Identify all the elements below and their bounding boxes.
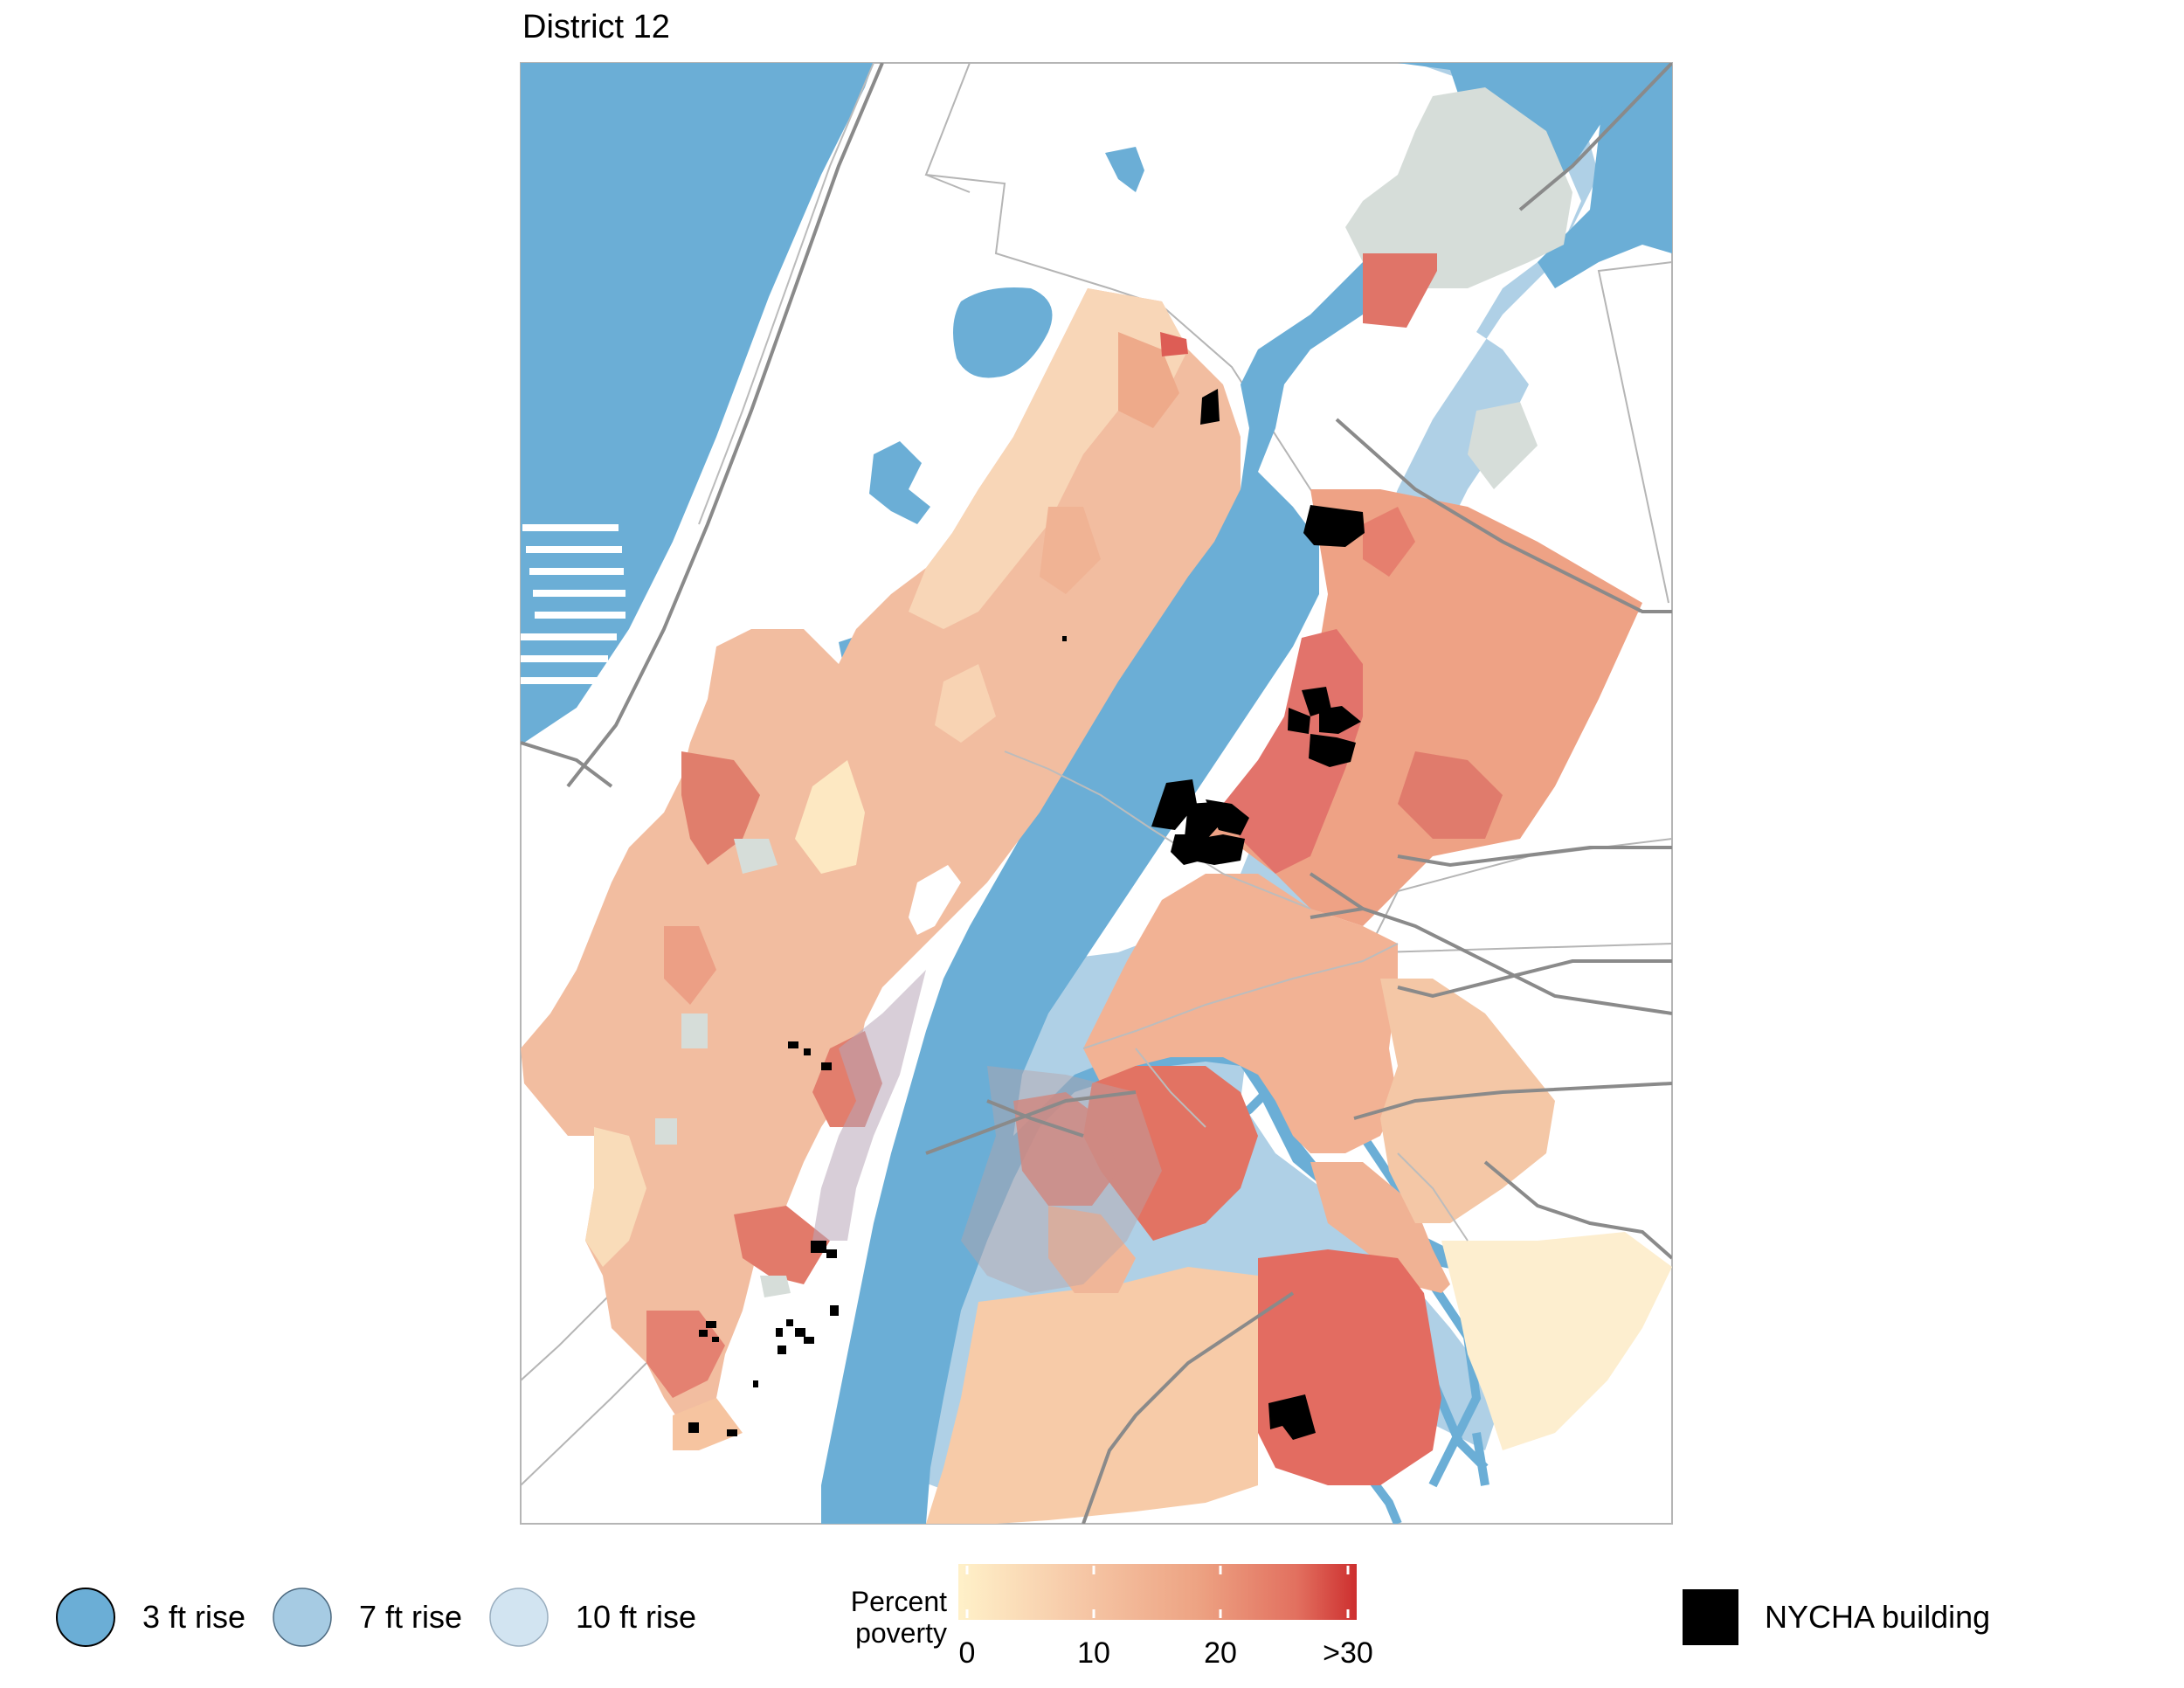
tract-bronx-southwest-mid xyxy=(1048,1206,1136,1293)
poverty-legend-title: Percent poverty xyxy=(837,1586,947,1649)
poverty-colorbar xyxy=(958,1564,1357,1620)
tract-south-bronx-high xyxy=(1083,1066,1258,1241)
park-white xyxy=(909,865,961,935)
tract-high xyxy=(1160,332,1188,356)
tract-bronx-high xyxy=(1398,751,1503,839)
piers xyxy=(521,524,625,684)
legend-7ft-swatch xyxy=(273,1588,332,1647)
nycha-buildings xyxy=(688,389,1365,1440)
legend-3ft-label: 3 ft rise xyxy=(142,1599,246,1635)
tract-bronx-no-data xyxy=(1468,402,1538,489)
hudson-west-road xyxy=(566,63,884,788)
pond xyxy=(869,441,930,524)
legend-10ft-label: 10 ft rise xyxy=(576,1599,697,1635)
legend-10ft-swatch xyxy=(489,1588,549,1647)
legend-3ft-swatch xyxy=(56,1588,115,1647)
tract-medium xyxy=(1040,507,1101,594)
tract-far-east-light xyxy=(1441,1232,1672,1450)
tract-bronx-medium xyxy=(1363,507,1415,577)
colorbar-tick-20: 20 xyxy=(1204,1636,1237,1670)
tract-hunts-point-high xyxy=(1258,1249,1441,1485)
tract-no-data xyxy=(655,1118,677,1145)
island-north xyxy=(1345,87,1572,288)
east-river-channel xyxy=(1538,63,1672,288)
legend-7ft-label: 7 ft rise xyxy=(359,1599,463,1635)
tract-no-data xyxy=(760,1276,791,1297)
tract-bronx-high xyxy=(1223,629,1363,874)
tract-light xyxy=(795,760,865,874)
tract-west-medium xyxy=(664,926,716,1005)
harlem-river xyxy=(821,63,1672,1524)
colorbar-ticks xyxy=(965,1566,1350,1618)
tract-south-high xyxy=(734,1206,830,1284)
map-title: District 12 xyxy=(522,9,670,45)
colorbar-tick-30: >30 xyxy=(1323,1636,1373,1670)
tract-east-tan xyxy=(1380,979,1555,1223)
poverty-title-line2: poverty xyxy=(855,1617,947,1649)
roads xyxy=(521,63,1672,1524)
colorbar-tick-0: 0 xyxy=(958,1636,976,1670)
tract-light xyxy=(935,664,996,743)
colorbar-tick-10: 10 xyxy=(1077,1636,1110,1670)
pond xyxy=(1105,147,1144,192)
tract-bronx-south xyxy=(1083,874,1398,1153)
tract-southeast xyxy=(1310,1162,1450,1293)
legend-nycha-label: NYCHA building xyxy=(1765,1599,1991,1635)
flood-edge-west xyxy=(812,970,926,1241)
poverty-title-line1: Percent xyxy=(850,1586,947,1617)
tract-bronx-southwest xyxy=(926,1267,1258,1524)
legend-nycha-swatch xyxy=(1683,1589,1738,1645)
tract-no-data xyxy=(734,839,778,874)
island-tract-highpoverty xyxy=(1363,253,1437,328)
tract-no-data xyxy=(681,1013,708,1048)
tract-west-high xyxy=(681,751,760,865)
tract-light xyxy=(585,1127,646,1267)
tract-south-tip xyxy=(673,1398,743,1450)
lake xyxy=(953,287,1053,378)
